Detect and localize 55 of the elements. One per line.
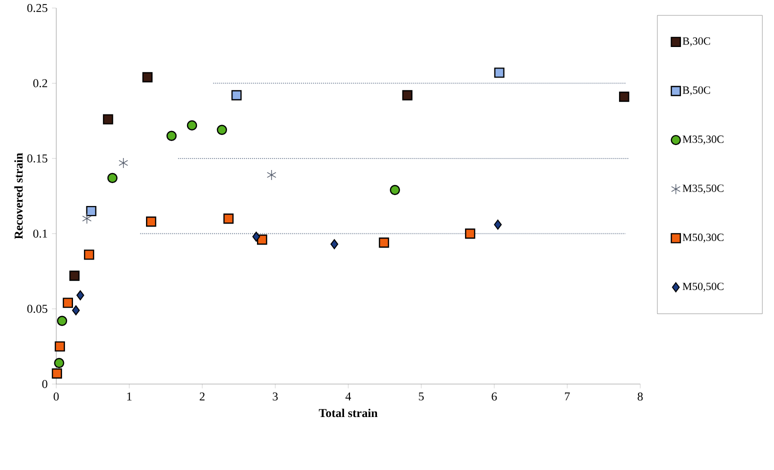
x-tick-label: 6 xyxy=(492,392,497,401)
x-tick-label: 8 xyxy=(638,392,643,401)
point xyxy=(107,173,118,184)
x-tick-label: 7 xyxy=(565,392,570,400)
point xyxy=(54,341,65,352)
legend-label: M35,50C xyxy=(682,184,724,194)
x-tick-label: 4 xyxy=(345,392,352,400)
point xyxy=(56,316,68,326)
point xyxy=(82,213,92,224)
point xyxy=(216,124,228,136)
legend-label: B,30C xyxy=(682,37,710,46)
point xyxy=(102,114,114,125)
point xyxy=(186,120,198,131)
point xyxy=(378,238,390,248)
point xyxy=(76,290,84,300)
point xyxy=(62,298,73,308)
point xyxy=(266,170,276,180)
point xyxy=(146,216,156,227)
point xyxy=(465,228,476,239)
point xyxy=(252,232,260,242)
y-tick-label: 0.1 xyxy=(33,230,48,238)
point xyxy=(619,92,630,102)
point xyxy=(402,90,412,100)
y-tick-label: 0.05 xyxy=(27,304,48,314)
x-tick-label: 2 xyxy=(200,392,205,400)
point xyxy=(118,158,128,168)
point xyxy=(166,130,177,142)
point xyxy=(494,68,504,78)
x-tick-label: 3 xyxy=(272,392,278,401)
point xyxy=(231,90,242,100)
x-axis-title: Total strain xyxy=(318,408,378,418)
point xyxy=(330,239,338,250)
point xyxy=(86,206,96,216)
y-tick-label: 0.15 xyxy=(27,154,48,163)
y-tick-label: 0 xyxy=(42,380,48,388)
x-tick-label: 0 xyxy=(54,392,59,401)
x-tick-label: 1 xyxy=(127,392,132,400)
point xyxy=(142,72,153,82)
y-axis-title: Recovered strain xyxy=(14,153,23,240)
point xyxy=(494,220,502,230)
legend-label: B,50C xyxy=(682,86,710,96)
legend-label: M50,50C xyxy=(682,282,724,292)
point xyxy=(84,250,94,260)
point xyxy=(256,234,268,245)
point xyxy=(390,185,400,196)
point xyxy=(54,358,64,368)
y-tick-label: 0.2 xyxy=(33,79,48,88)
legend-label: M50,30C xyxy=(682,234,724,243)
point xyxy=(72,305,80,316)
point xyxy=(69,270,80,281)
x-tick-label: 5 xyxy=(418,392,424,401)
legend-label: M35,30C xyxy=(682,136,724,145)
y-tick-label: 0.25 xyxy=(27,4,48,12)
point xyxy=(223,214,234,224)
point xyxy=(52,368,62,379)
